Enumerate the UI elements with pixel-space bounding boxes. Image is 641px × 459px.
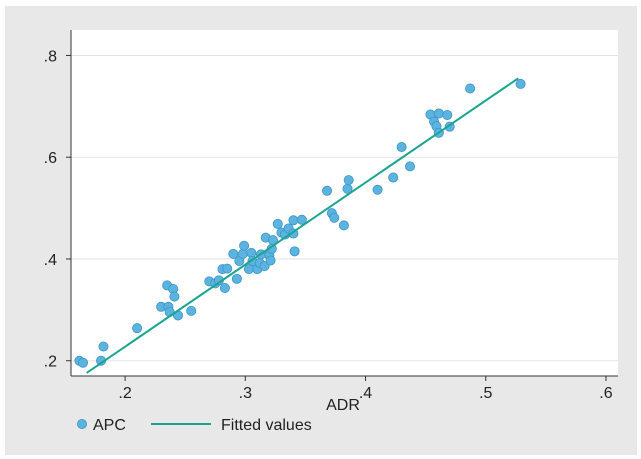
x-axis-ticks: .2 .3 .4 .5 .6 [118, 376, 613, 402]
grid-lines [71, 54, 618, 362]
series-layer [74, 77, 526, 374]
data-point-apc [265, 255, 276, 266]
data-point-apc [388, 172, 399, 183]
data-point-apc [288, 215, 299, 226]
data-point-apc [289, 246, 300, 257]
data-point-apc [231, 273, 242, 284]
data-point-apc [132, 323, 143, 334]
x-tick-label: .4 [359, 385, 372, 402]
legend-fitted-label: Fitted values [221, 417, 312, 434]
y-axis-ticks: .2 .4 .6 .8 [44, 48, 71, 371]
data-point-apc [442, 109, 453, 120]
data-point-apc [239, 240, 250, 251]
legend: APC Fitted values [77, 417, 312, 434]
data-point-apc [343, 175, 354, 186]
fitted-values-line [86, 77, 519, 374]
x-tick-label: .5 [479, 385, 492, 402]
data-point-apc [405, 161, 416, 172]
x-tick-label: .3 [239, 385, 252, 402]
plot-area [71, 30, 618, 376]
data-point-apc [322, 185, 333, 196]
data-point-apc [372, 184, 383, 195]
data-point-apc [78, 357, 89, 368]
scatter-chart: .2 .4 .6 .8 .2 .3 .4 .5 .6 ADR APC Fitted value… [44, 30, 618, 434]
data-point-apc [219, 282, 230, 293]
y-tick-label: .4 [44, 252, 57, 269]
data-point-apc [329, 212, 340, 223]
x-tick-label: .2 [118, 385, 131, 402]
data-point-apc [222, 263, 233, 274]
data-point-apc [465, 83, 476, 94]
x-axis-title: ADR [326, 397, 360, 414]
data-point-apc [338, 220, 349, 231]
data-point-apc [515, 78, 526, 89]
data-point-apc [186, 305, 197, 316]
y-tick-label: .8 [44, 48, 57, 65]
y-tick-label: .6 [44, 150, 57, 167]
data-point-apc [228, 248, 239, 259]
data-point-apc [237, 248, 248, 259]
data-point-apc [272, 218, 283, 229]
data-point-apc [433, 108, 444, 119]
data-point-apc [296, 214, 307, 225]
data-point-apc [246, 247, 257, 258]
data-point-apc [98, 341, 109, 352]
data-point-apc [169, 291, 180, 302]
legend-apc-label: APC [93, 417, 126, 434]
data-point-apc [396, 142, 407, 153]
legend-apc-marker [77, 418, 88, 429]
chart-frame: .2 .4 .6 .8 .2 .3 .4 .5 .6 ADR APC Fitted value… [5, 6, 637, 455]
x-tick-label: .6 [599, 385, 612, 402]
y-tick-label: .2 [44, 354, 57, 371]
